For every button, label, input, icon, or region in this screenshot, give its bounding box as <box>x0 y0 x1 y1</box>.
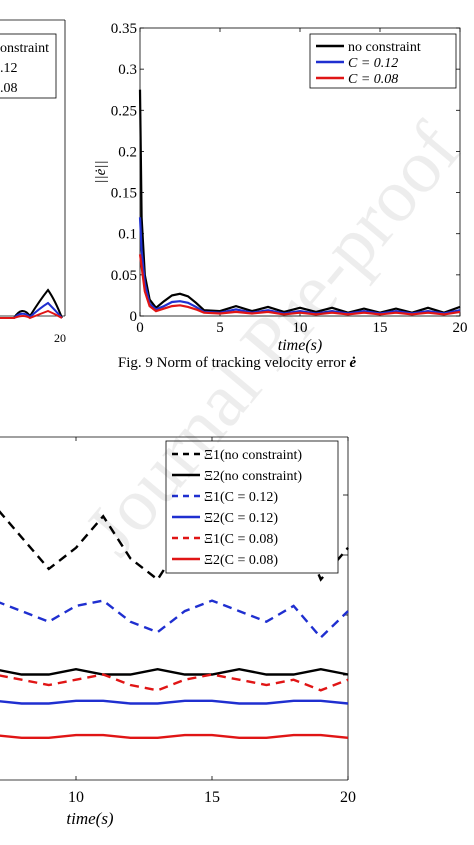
series-line-1 <box>138 89 461 314</box>
x-tick-label: 5 <box>216 320 224 336</box>
legend-label: no constraint <box>348 40 421 55</box>
legend-label: Ξ2(C = 0.12) <box>204 511 278 526</box>
legend-label: Ξ1(C = 0.08) <box>204 532 278 547</box>
left-fragment-legend-text: .12 <box>0 61 18 76</box>
series-line-6 <box>0 733 349 739</box>
series-line-4 <box>0 699 349 705</box>
series-line-3 <box>138 254 461 316</box>
y-tick-label: 0.25 <box>111 103 137 119</box>
y-tick-label: 0 <box>130 309 138 325</box>
figure-9-caption: Fig. 9 Norm of tracking velocity error ė <box>0 355 474 372</box>
x-tick-label: 15 <box>373 320 388 336</box>
x-tick-label: 10 <box>68 789 84 806</box>
x-axis-label: time(s) <box>278 337 322 354</box>
y-tick-label: 0.35 <box>111 21 137 37</box>
left-fragment-curve-red <box>0 309 63 320</box>
x-tick-label: 15 <box>204 789 220 806</box>
left-fragment-x-tick: 20 <box>54 331 66 345</box>
velocity-error-chart: 0 5 10 15 20 0 0.05 0.1 0.15 0.2 0.25 0.3 0.35 time(s… <box>93 21 468 354</box>
legend-label: C = 0.08 <box>348 72 398 87</box>
y-tick-label: 0.05 <box>111 268 137 284</box>
y-tick-label: 0.15 <box>111 186 137 202</box>
series-line-5 <box>0 673 349 692</box>
y-tick-label: 0.1 <box>118 227 137 243</box>
left-fragment-legend <box>0 33 57 99</box>
x-tick-label: 10 <box>293 320 308 336</box>
left-fragment-legend-text: .08 <box>0 81 18 96</box>
y-axis-label: ||ė|| <box>93 160 109 183</box>
series-line-3 <box>0 599 349 640</box>
legend-label: Ξ1(no constraint) <box>204 448 302 463</box>
series-line-2 <box>0 667 349 676</box>
x-axis-label: time(s) <box>66 809 114 828</box>
legend-label: Ξ2(no constraint) <box>204 469 302 484</box>
x-tick-label: 20 <box>340 789 356 806</box>
caption-symbol: ė <box>349 355 357 371</box>
caption-text: Fig. 9 Norm of tracking velocity error <box>117 355 350 371</box>
x-tick-label: 20 <box>453 320 468 336</box>
series-line-2 <box>138 217 461 315</box>
legend-label: C = 0.12 <box>348 56 398 71</box>
x-tick-label: 0 <box>136 320 144 336</box>
y-tick-label: 0.2 <box>118 144 137 160</box>
legend-box <box>165 440 339 574</box>
legend-label: Ξ1(C = 0.12) <box>204 490 278 505</box>
left-fragment-legend-text: onstraint <box>0 41 49 56</box>
y-tick-label: 0.3 <box>118 62 137 78</box>
xi-comparison-chart: 10 15 20 time(s) Ξ1(no constraint) Ξ2(no cons… <box>0 436 356 828</box>
legend-label: Ξ2(C = 0.08) <box>204 553 278 568</box>
